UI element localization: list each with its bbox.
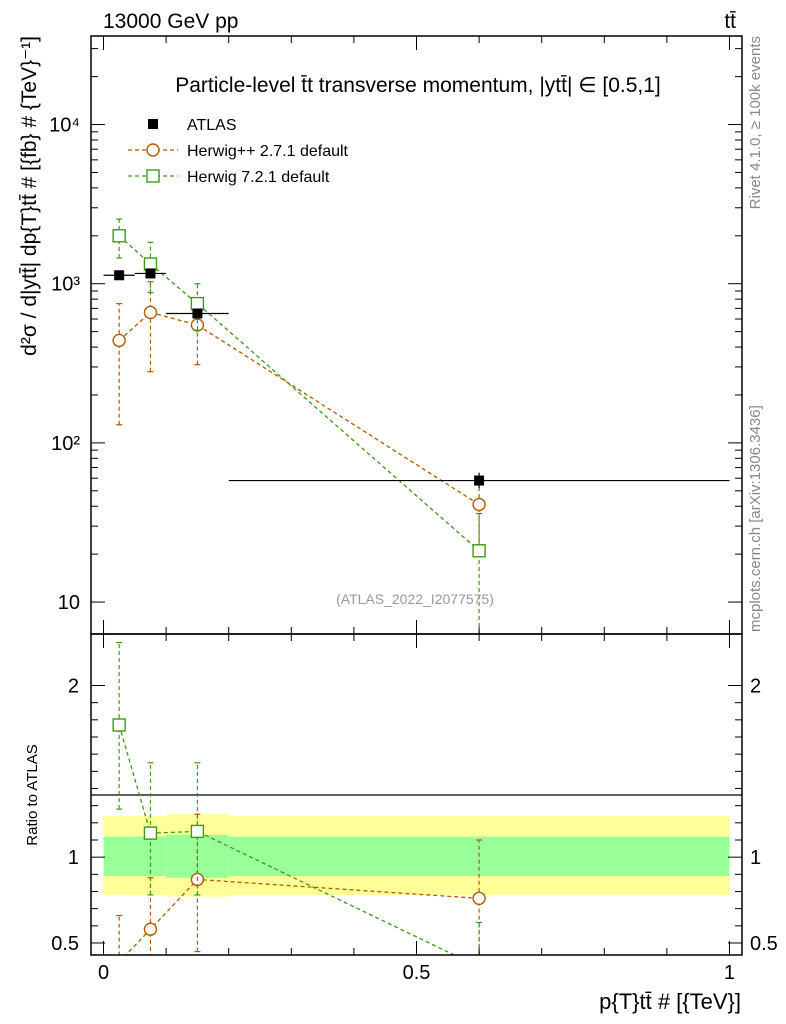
ratio-y-tick-label-right: 2: [750, 675, 761, 697]
legend-marker-atlas: [148, 119, 158, 129]
ratio-herwig7-point: [473, 961, 485, 973]
main-y-axis-label: d²σ / d|ytt̄| dp{T}tt̄ # [{fb} # {TeV}⁻¹…: [18, 36, 41, 356]
ratio-herwigpp-point: [113, 956, 125, 968]
ratio-y-tick-label: 1: [68, 847, 79, 869]
x-axis-label: p{T}tt̄ # [{TeV}]: [599, 989, 741, 1014]
inner-uncertainty-band: [103, 836, 135, 877]
main-herwig7-point: [472, 544, 486, 558]
main-y-tick-label: 10: [58, 592, 80, 614]
ratio-herwigpp-point: [472, 891, 486, 906]
legend-label-herwigpp: Herwig++ 2.7.1 default: [187, 143, 349, 160]
ratio-herwig7-point: [143, 826, 158, 840]
ratio-panel: 0.5 0.5 1 1 2 2 0 0.5 1 Ratio to ATLAS p{T}tt̄ #…: [24, 633, 778, 1014]
energy-label: 13000 GeV pp: [103, 10, 238, 33]
x-tick-label: 0.5: [403, 962, 431, 984]
main-herwig7-point: [143, 257, 158, 271]
main-panel: 10 10² 10³ 10⁴ Particle-level t̄t transvers…: [18, 35, 743, 635]
main-herwigpp-point: [112, 333, 126, 348]
ratio-y-tick-label: 0.5: [51, 933, 79, 955]
x-tick-label: 0: [98, 962, 109, 984]
main-herwigpp-point: [472, 497, 486, 512]
process-label: tt̄: [724, 10, 736, 33]
chart-title: Particle-level t̄t transverse momentum, …: [175, 74, 661, 97]
legend-label-herwig7: Herwig 7.2.1 default: [187, 169, 330, 186]
ratio-y-axis-label: Ratio to ATLAS: [24, 744, 41, 845]
ratio-herwig7-point: [190, 824, 205, 839]
mcplots-label: mcplots.cern.ch [arXiv:1306.3436]: [747, 405, 764, 632]
legend: ATLAS Herwig++ 2.7.1 default Herwig 7.2.1 …: [128, 117, 349, 186]
main-herwigpp-point: [190, 318, 205, 332]
main-atlas-point: [145, 268, 156, 279]
main-y-tick-label: 10³: [51, 274, 80, 296]
main-y-tick-label: 10⁴: [49, 115, 80, 137]
ratio-data-layer: [112, 641, 486, 973]
ratio-y-tick-label-right: 1: [750, 847, 761, 869]
analysis-watermark: (ATLAS_2022_I2077575): [336, 591, 494, 607]
main-herwig7-point: [190, 296, 205, 311]
ratio-ticks: 0.5 0.5 1 1 2 2 0 0.5 1: [51, 634, 778, 984]
main-herwig7-line: [118, 235, 480, 552]
main-atlas-point: [192, 308, 203, 319]
main-data-layer: [103, 218, 730, 634]
main-ticks: 10 10² 10³ 10⁴: [49, 36, 742, 634]
legend-marker-herwigpp: [146, 143, 160, 157]
ratio-herwigpp-line: [124, 878, 480, 955]
main-herwig7-point: [112, 229, 126, 243]
ratio-herwigpp-point: [143, 922, 158, 936]
ratio-herwig7-line: [118, 724, 456, 955]
x-tick-label: 1: [724, 962, 735, 984]
ratio-herwig7-point: [112, 718, 126, 732]
rivet-label: Rivet 4.1.0, ≥ 100k events: [747, 36, 764, 209]
legend-label-atlas: ATLAS: [187, 117, 237, 134]
main-herwigpp-line: [118, 311, 480, 506]
main-atlas-point: [114, 270, 125, 281]
main-atlas-point: [474, 475, 485, 486]
main-herwigpp-point: [143, 305, 158, 320]
main-y-tick-label: 10²: [51, 433, 80, 455]
ratio-y-tick-label: 2: [68, 675, 79, 697]
ratio-frame: [90, 633, 743, 956]
legend-marker-herwig7: [146, 169, 160, 183]
ratio-y-tick-label-right: 0.5: [750, 933, 778, 955]
